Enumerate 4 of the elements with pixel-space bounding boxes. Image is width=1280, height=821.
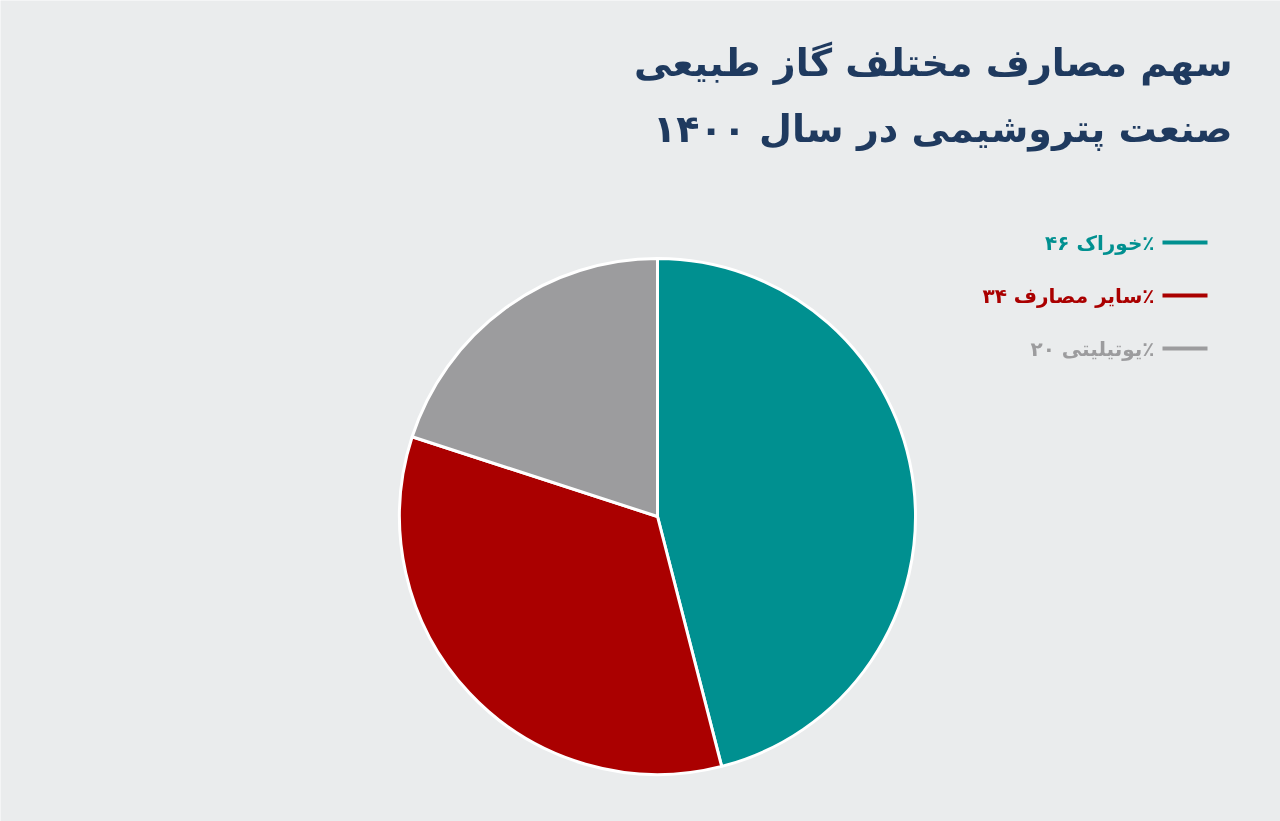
legend-label: سایر مصارف ۳۴٪ (982, 283, 1155, 308)
legend-label: خوراک ۴۶٪ (1045, 230, 1155, 255)
legend-label: یوتیلیتی ۲۰٪ (1030, 336, 1155, 361)
chart-title: سهم مصارف مختلف گاز طبیعی صنعت پتروشیمی در سال ۱۴۰۰ (633, 40, 1233, 152)
